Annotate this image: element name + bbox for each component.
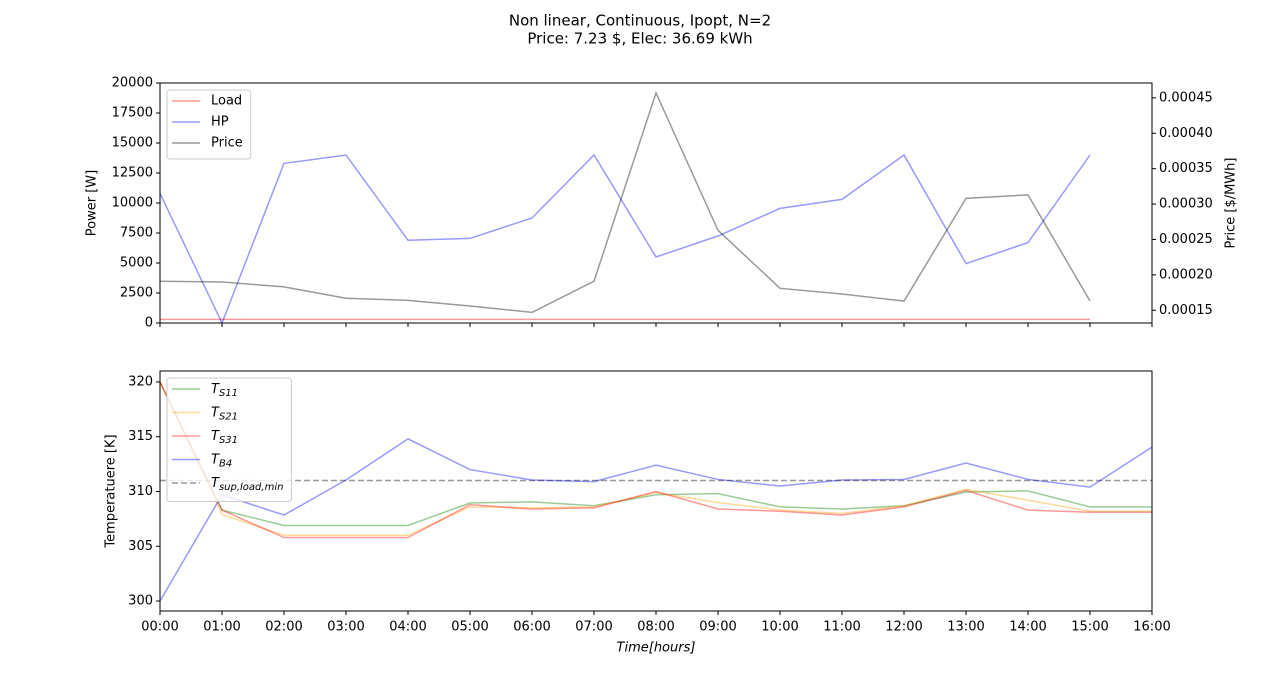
legend: Load HP Price [166,89,252,160]
series-line [159,90,1091,314]
series-line [159,381,1152,537]
y-tick-label: 315 [128,429,153,444]
y2-tick-label: 0.00045 [1159,90,1213,105]
legend-label: TS11 [211,382,238,400]
legend-label-main: T [211,452,220,467]
x-tick-label: 05:00 [451,620,488,635]
y2-tick-label: 0.00025 [1159,232,1213,247]
legend-label: TS31 [211,429,238,447]
legend-label-sub: sup,load,min [219,482,283,493]
legend-label-main: T [211,382,220,397]
x-tick-label: 08:00 [637,620,674,635]
figure-title: Non linear, Continuous, Ipopt, N=2 [509,12,771,30]
series-line [159,153,1091,325]
x-tick-label: 01:00 [203,620,240,635]
legend-label: Price [211,136,243,151]
x-tick-label: 07:00 [575,620,612,635]
y-tick-label: 305 [128,539,153,554]
x-tick-label: 11:00 [823,620,860,635]
x-tick-label: 00:00 [141,620,178,635]
x-tick-label: 12:00 [885,620,922,635]
legend-label: HP [211,115,229,130]
y-tick-label: 300 [128,594,153,609]
legend-label: Load [211,94,242,109]
figure-subtitle: Price: 7.23 $, Elec: 36.69 kWh [527,30,752,48]
y-tick-label: 5000 [120,256,153,271]
x-tick-label: 14:00 [1009,620,1046,635]
y2-tick-label: 0.00040 [1159,126,1213,141]
legend-label-sub: S21 [219,412,238,423]
series-line [159,381,1152,527]
legend-label-sub: S11 [219,388,238,399]
y-tick-label: 10000 [112,196,153,211]
legend-label-sub: S31 [219,435,238,446]
series-line [159,381,1152,539]
legend-label: TS21 [211,405,238,423]
y2-axis-label: Price [$/MWh] [1224,158,1239,249]
x-tick-label: 16:00 [1133,620,1170,635]
y-tick-label: 7500 [120,226,153,241]
x-tick-label: 15:00 [1071,620,1108,635]
y2-tick-label: 0.00030 [1159,197,1213,212]
y-tick-label: 0 [145,316,153,331]
axes-frame [159,82,1153,324]
legend-label-main: T [211,405,220,420]
series-line [159,438,1153,602]
y-tick-label: 12500 [112,166,153,181]
x-tick-label: 09:00 [699,620,736,635]
legend-label: Tsup,load,min [211,476,283,494]
legend-label-main: T [211,429,220,444]
y-axis-label: Temperatuere [K] [104,434,119,548]
x-tick-label: 06:00 [513,620,550,635]
y-tick-label: 310 [128,484,153,499]
x-axis-label: Time[hours] [617,641,696,656]
x-tick-label: 13:00 [947,620,984,635]
y-tick-label: 17500 [112,106,153,121]
x-tick-label: 10:00 [761,620,798,635]
x-tick-label: 04:00 [389,620,426,635]
y-tick-label: 2500 [120,286,153,301]
y-tick-label: 15000 [112,136,153,151]
x-tick-label: 02:00 [265,620,302,635]
y2-tick-label: 0.00015 [1159,303,1213,318]
y-axis-label: Power [W] [85,170,100,236]
legend-label-main: T [211,476,220,491]
legend-label-sub: B4 [219,459,232,470]
x-tick-label: 03:00 [327,620,364,635]
axes-frame [159,370,1153,612]
legend-box [166,377,292,502]
y-tick-label: 320 [128,374,153,389]
y2-tick-label: 0.00020 [1159,267,1213,282]
legend-box [166,89,252,160]
legend-label: TB4 [211,452,232,470]
y2-tick-label: 0.00035 [1159,161,1213,176]
y-tick-label: 20000 [112,76,153,91]
